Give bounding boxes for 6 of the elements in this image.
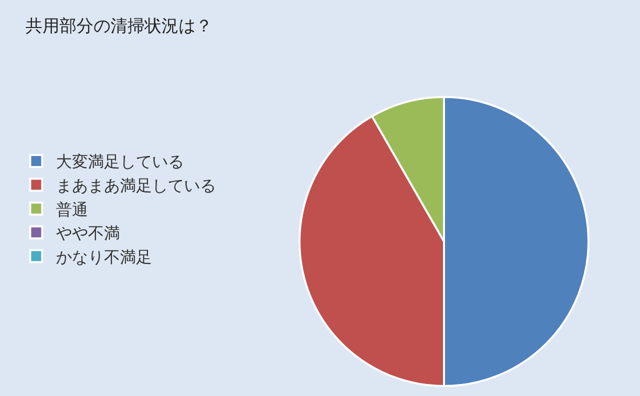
legend-label: まあまあ満足している [56, 176, 216, 196]
legend-label: 普通 [56, 200, 88, 219]
chart-title: 共用部分の清掃状況は？ [26, 16, 213, 37]
legend-label: 大変満足している [56, 152, 184, 172]
legend-label: やや不満 [56, 224, 120, 243]
legend-label: かなり不満足 [56, 247, 152, 266]
